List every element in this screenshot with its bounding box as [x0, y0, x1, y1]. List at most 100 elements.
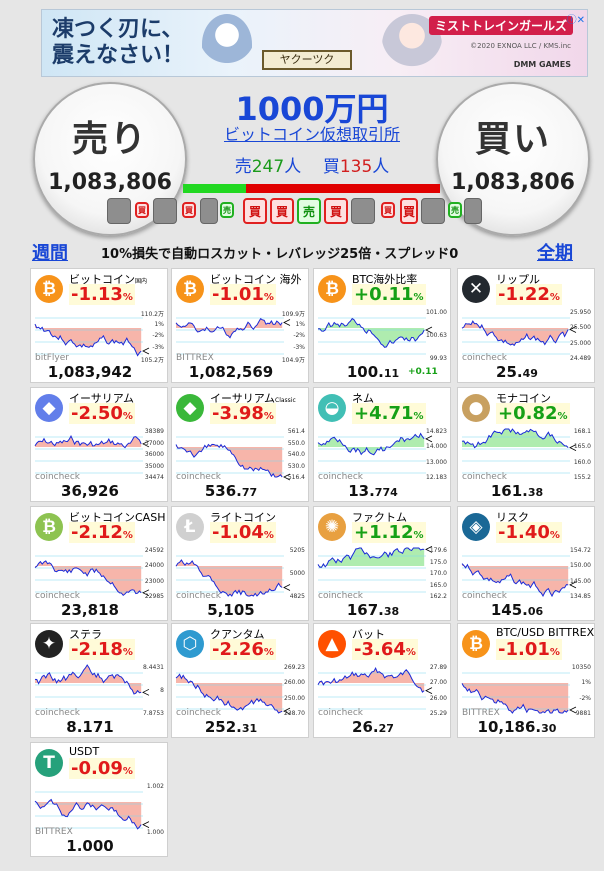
- coin-card[interactable]: ₿ ビットコイン国内 -1.13% bitFlyer 1,083,942 110.2万 1%…: [30, 268, 168, 383]
- current-price-marker: [569, 444, 577, 451]
- current-price-marker: [425, 326, 433, 334]
- axis-tick-label: 179.6: [429, 547, 447, 554]
- axis-tick-label: 8: [160, 687, 164, 694]
- current-price-marker: [425, 435, 433, 443]
- axis-tick-label: 104.9万: [281, 357, 305, 364]
- user-avatar[interactable]: [153, 198, 177, 224]
- coin-card[interactable]: ● モナコイン +0.82% coincheck 161.38 168.1 165.0 160…: [457, 387, 595, 502]
- user-avatar[interactable]: [464, 198, 482, 224]
- coin-sparkline: [34, 555, 150, 597]
- coin-card[interactable]: ₿ BTC/USD BITTREX -1.01% BITTREX 10,186.30 10…: [457, 623, 595, 738]
- coin-source: coincheck: [462, 472, 508, 482]
- axis-tick-label: 1.000: [146, 829, 164, 836]
- axis-tick-label: 154.72: [570, 547, 591, 554]
- axis-tick-label: 516.4: [287, 474, 305, 481]
- axis-tick-label: 37000: [144, 439, 164, 447]
- axis-tick-label: 110.2万: [140, 311, 164, 318]
- coin-card[interactable]: ₿ BTC海外比率 +0.11% 100.11 +0.11 101.00 100.63 99.…: [313, 268, 451, 383]
- axis-tick-label: 99.93: [429, 355, 447, 362]
- coin-sparkline: [34, 317, 150, 357]
- bitcoin-icon: ₿: [176, 275, 204, 303]
- axis-tick-label: 35000: [144, 462, 164, 470]
- axis-tick-label: 25.500: [570, 324, 591, 332]
- coin-change: -1.40%: [496, 522, 562, 543]
- ad-headline: 凍つく刃に、 震えなさい！: [52, 16, 184, 68]
- buy-chip: 買: [135, 202, 149, 218]
- ad-cta-button[interactable]: ヤクーツク: [262, 50, 352, 70]
- bitcoin-icon: ₿: [462, 630, 490, 658]
- sell-button[interactable]: 売り 1,083,806: [33, 82, 187, 236]
- coin-sparkline: [317, 666, 433, 710]
- coin-card[interactable]: ⬡ クアンタム -2.26% coincheck 252.31 269.23 260.00 2…: [171, 623, 309, 738]
- lisk-icon: ◈: [462, 513, 490, 541]
- axis-tick-label: 145.00: [570, 577, 591, 585]
- nem-icon: ◒: [318, 394, 346, 422]
- buy-chip: 買: [270, 198, 294, 224]
- all-period-tab[interactable]: 全期: [537, 243, 573, 264]
- buy-button[interactable]: 買い 1,083,806: [436, 82, 590, 236]
- coin-price: 100.11: [346, 363, 400, 381]
- coin-sparkline: [175, 317, 291, 355]
- axis-tick-label: 250.00: [284, 694, 305, 702]
- coin-card[interactable]: ✦ ステラ -2.18% coincheck 8.171 8.4431 8 7.8753: [30, 623, 168, 738]
- current-price-marker: [425, 546, 433, 553]
- ad-brand: DMM GAMES: [513, 60, 571, 69]
- coin-name: ビットコイン 海外: [210, 273, 302, 286]
- axis-tick-label: 25.950: [570, 309, 591, 316]
- coin-card[interactable]: ₿ ビットコインCASH -2.12% coincheck 23,818 24592 240…: [30, 506, 168, 621]
- user-avatar[interactable]: [107, 198, 131, 224]
- ad-close-icon[interactable]: ⓘ✕: [566, 15, 585, 26]
- user-avatar[interactable]: [351, 198, 375, 224]
- exchange-link[interactable]: ビットコイン仮想取引所: [223, 125, 400, 144]
- current-price-marker: [142, 821, 150, 828]
- coin-name: ファクトム: [352, 511, 407, 524]
- bitcoin-icon: ₿: [318, 275, 346, 303]
- coin-sparkline: [175, 555, 291, 597]
- current-price-marker: [142, 347, 150, 355]
- coin-price: 252.31: [204, 718, 258, 736]
- coin-card[interactable]: ▲ バット -3.64% coincheck 26.27 27.89 27.00 26.00 2…: [313, 623, 451, 738]
- axis-tick-label: 540.0: [287, 451, 305, 458]
- buy-chip: 買: [381, 202, 395, 218]
- axis-tick-label: 25.000: [570, 339, 591, 347]
- coin-card[interactable]: ◒ ネム +4.71% coincheck 13.774 14.823 14.000 13.0…: [313, 387, 451, 502]
- coin-card[interactable]: ◈ リスク -1.40% coincheck 145.06 154.72 150.00 145…: [457, 506, 595, 621]
- coin-card[interactable]: ◆ イーサリアムClassic -3.98% coincheck 536.77 561.4…: [171, 387, 309, 502]
- coin-source: coincheck: [35, 708, 81, 718]
- coin-price: 167.38: [346, 601, 400, 619]
- coin-card[interactable]: ₿ ビットコイン 海外 -1.01% BITTREX 1,082,569 109.9万 1%…: [171, 268, 309, 383]
- current-price-marker: [283, 707, 291, 715]
- axis-tick-label: 109.9万: [281, 311, 305, 318]
- sparkline-line: [34, 560, 142, 597]
- coin-source: coincheck: [35, 472, 81, 482]
- weekly-tab[interactable]: 週間: [32, 243, 68, 264]
- coin-card[interactable]: ◆ イーサリアム -2.50% coincheck 36,926 38389 37000 36…: [30, 387, 168, 502]
- coin-source: coincheck: [318, 472, 364, 482]
- axis-tick-label: 12.183: [426, 474, 447, 481]
- current-price-marker: [283, 319, 291, 326]
- advertisement-banner[interactable]: 凍つく刃に、 震えなさい！ ヤクーツク ミストトレインガールズ ©2020 EX…: [41, 9, 588, 77]
- coin-card[interactable]: Ł ライトコイン -1.04% coincheck 5,105 5205 5000 4825: [171, 506, 309, 621]
- axis-tick-label: 260.00: [284, 679, 305, 687]
- axis-tick-label: 38389: [144, 428, 164, 435]
- coin-sparkline: [317, 432, 433, 474]
- axis-tick-label: 8.4431: [143, 664, 164, 671]
- sell-chip: 売: [297, 198, 321, 224]
- user-avatar[interactable]: [200, 198, 218, 224]
- axis-tick-label: 100.63: [426, 332, 447, 339]
- contest-info: 1000万円 ビットコイン仮想取引所 売247人 買135人: [187, 92, 437, 177]
- coin-card[interactable]: ✺ ファクトム +1.12% coincheck 167.38 179.6 175.0 170…: [313, 506, 451, 621]
- user-avatar[interactable]: [421, 198, 445, 224]
- coin-source: coincheck: [462, 591, 508, 601]
- axis-tick-label: 27.00: [429, 679, 447, 687]
- sparkline-area: [462, 683, 569, 713]
- coin-source: BITTREX: [176, 353, 214, 363]
- sell-count-label: 売: [234, 157, 252, 177]
- sparkline-line: [461, 563, 569, 598]
- coin-card[interactable]: T USDT -0.09% BITTREX 1.000 1.002 1.000: [30, 742, 168, 857]
- axis-tick-label: 165.0: [429, 581, 447, 589]
- coin-card[interactable]: ✕ リップル -1.22% coincheck 25.49 25.950 25.500 25.…: [457, 268, 595, 383]
- coin-sparkline: [461, 317, 577, 355]
- sell-label: 売り: [71, 119, 148, 160]
- axis-tick-label: 5000: [289, 570, 305, 577]
